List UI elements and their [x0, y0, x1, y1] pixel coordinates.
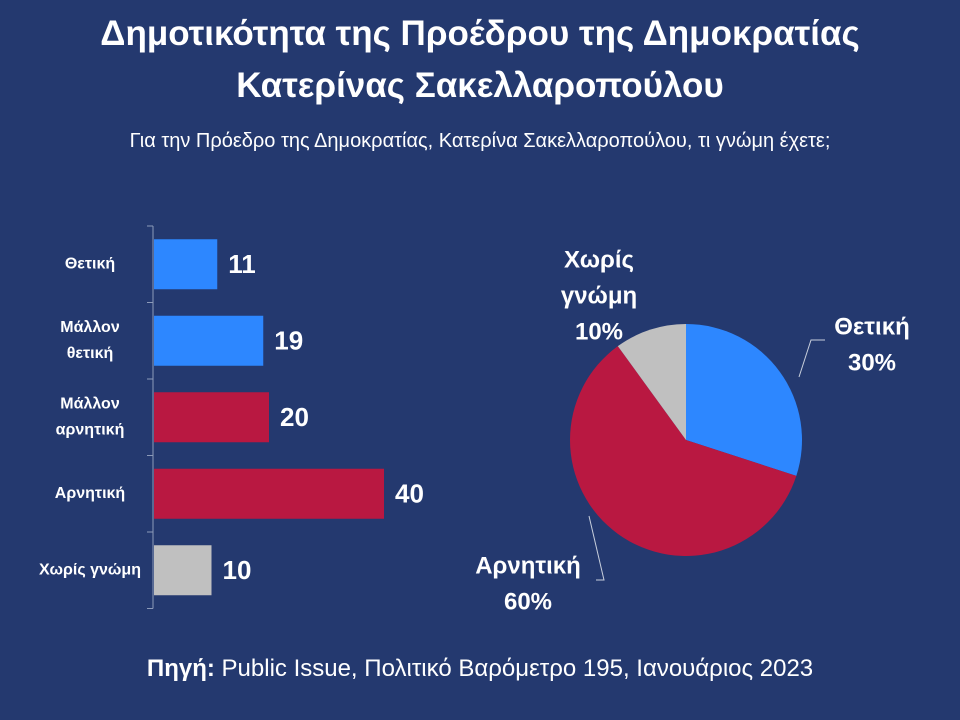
bar-value-label: 11 [228, 249, 256, 279]
bar-category-label: Μάλλον θετική [60, 319, 120, 362]
bar-value-label: 10 [223, 555, 252, 585]
bar-category-label: Μάλλον αρνητική [56, 395, 125, 438]
chart-title-line-2: Κατερίνας Σακελλαροπούλου [236, 66, 724, 105]
source-text: Public Issue, Πολιτικό Βαρόμετρο 195, Ια… [214, 655, 814, 682]
bar-category-label: Αρνητική [55, 485, 125, 502]
bar-chart: 11 Θετική 19 Μάλλον θετική 20 Μάλλον αρνητική 40… [39, 225, 424, 609]
pie-slice-label: Χωρίς γνώμη 10% [561, 246, 637, 345]
bar-category-label: Θετική [65, 255, 115, 272]
bar-value-label: 19 [274, 326, 303, 356]
pie-slice [570, 346, 797, 556]
bar [154, 239, 218, 290]
chart-title: Δημοτικότητα της Προέδρου της Δημοκρατία… [0, 8, 960, 112]
bar [154, 392, 269, 443]
source-label: Πηγή: [146, 655, 215, 682]
bar [154, 545, 212, 596]
bar-value-label: 20 [280, 402, 309, 432]
pie-slice [686, 324, 803, 476]
pie-leader-line [798, 339, 825, 378]
pie-slice [617, 324, 686, 440]
bar-category-label: Χωρίς γνώμη [39, 561, 141, 578]
pie-slice-label: Θετική 30% [834, 313, 909, 376]
chart-title-line-1: Δημοτικότητα της Προέδρου της Δημοκρατία… [100, 14, 860, 53]
pie-slice-label: Αρνητική 60% [475, 552, 581, 615]
bar [154, 468, 384, 519]
pie-leader-line [588, 515, 605, 581]
source-note: Πηγή: Public Issue, Πολιτικό Βαρόμετρο 1… [0, 655, 960, 683]
chart-subtitle: Για την Πρόεδρο της Δημοκρατίας, Κατερίν… [129, 130, 831, 152]
pie-chart: Θετική 30% Αρνητική 60% Χωρίς γνώμη 10% [475, 246, 910, 615]
bar-value-label: 40 [395, 479, 424, 509]
bar [154, 315, 264, 366]
